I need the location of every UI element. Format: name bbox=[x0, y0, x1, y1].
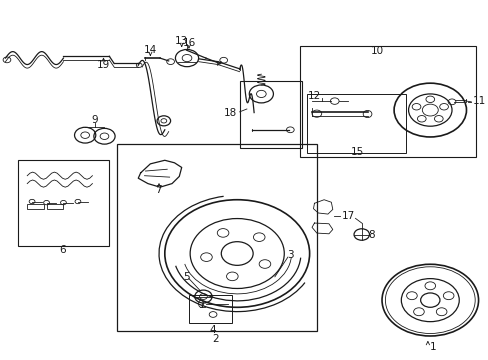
Text: 19: 19 bbox=[97, 59, 110, 69]
Text: 8: 8 bbox=[368, 230, 374, 239]
Bar bbox=[188, 295, 232, 323]
Text: 15: 15 bbox=[350, 147, 364, 157]
Text: 11: 11 bbox=[472, 96, 485, 106]
Bar bbox=[18, 160, 109, 246]
Text: 10: 10 bbox=[370, 46, 383, 56]
Text: 2: 2 bbox=[212, 333, 218, 343]
Bar bbox=[239, 81, 302, 148]
Text: 9: 9 bbox=[91, 115, 98, 125]
Text: 12: 12 bbox=[307, 91, 321, 102]
Bar bbox=[299, 45, 475, 157]
Text: 17: 17 bbox=[341, 211, 354, 221]
Text: 7: 7 bbox=[154, 185, 161, 195]
Text: 4: 4 bbox=[209, 325, 216, 335]
Text: 18: 18 bbox=[224, 108, 237, 118]
Bar bbox=[27, 204, 44, 209]
Text: 16: 16 bbox=[182, 38, 195, 48]
Text: 14: 14 bbox=[143, 45, 157, 55]
Text: 3: 3 bbox=[287, 250, 293, 260]
Text: 1: 1 bbox=[428, 342, 435, 352]
Bar bbox=[306, 94, 406, 153]
Bar bbox=[116, 144, 316, 330]
Text: 6: 6 bbox=[59, 245, 66, 255]
Bar bbox=[46, 204, 63, 209]
Text: 5: 5 bbox=[183, 272, 189, 282]
Text: 13: 13 bbox=[175, 36, 188, 46]
